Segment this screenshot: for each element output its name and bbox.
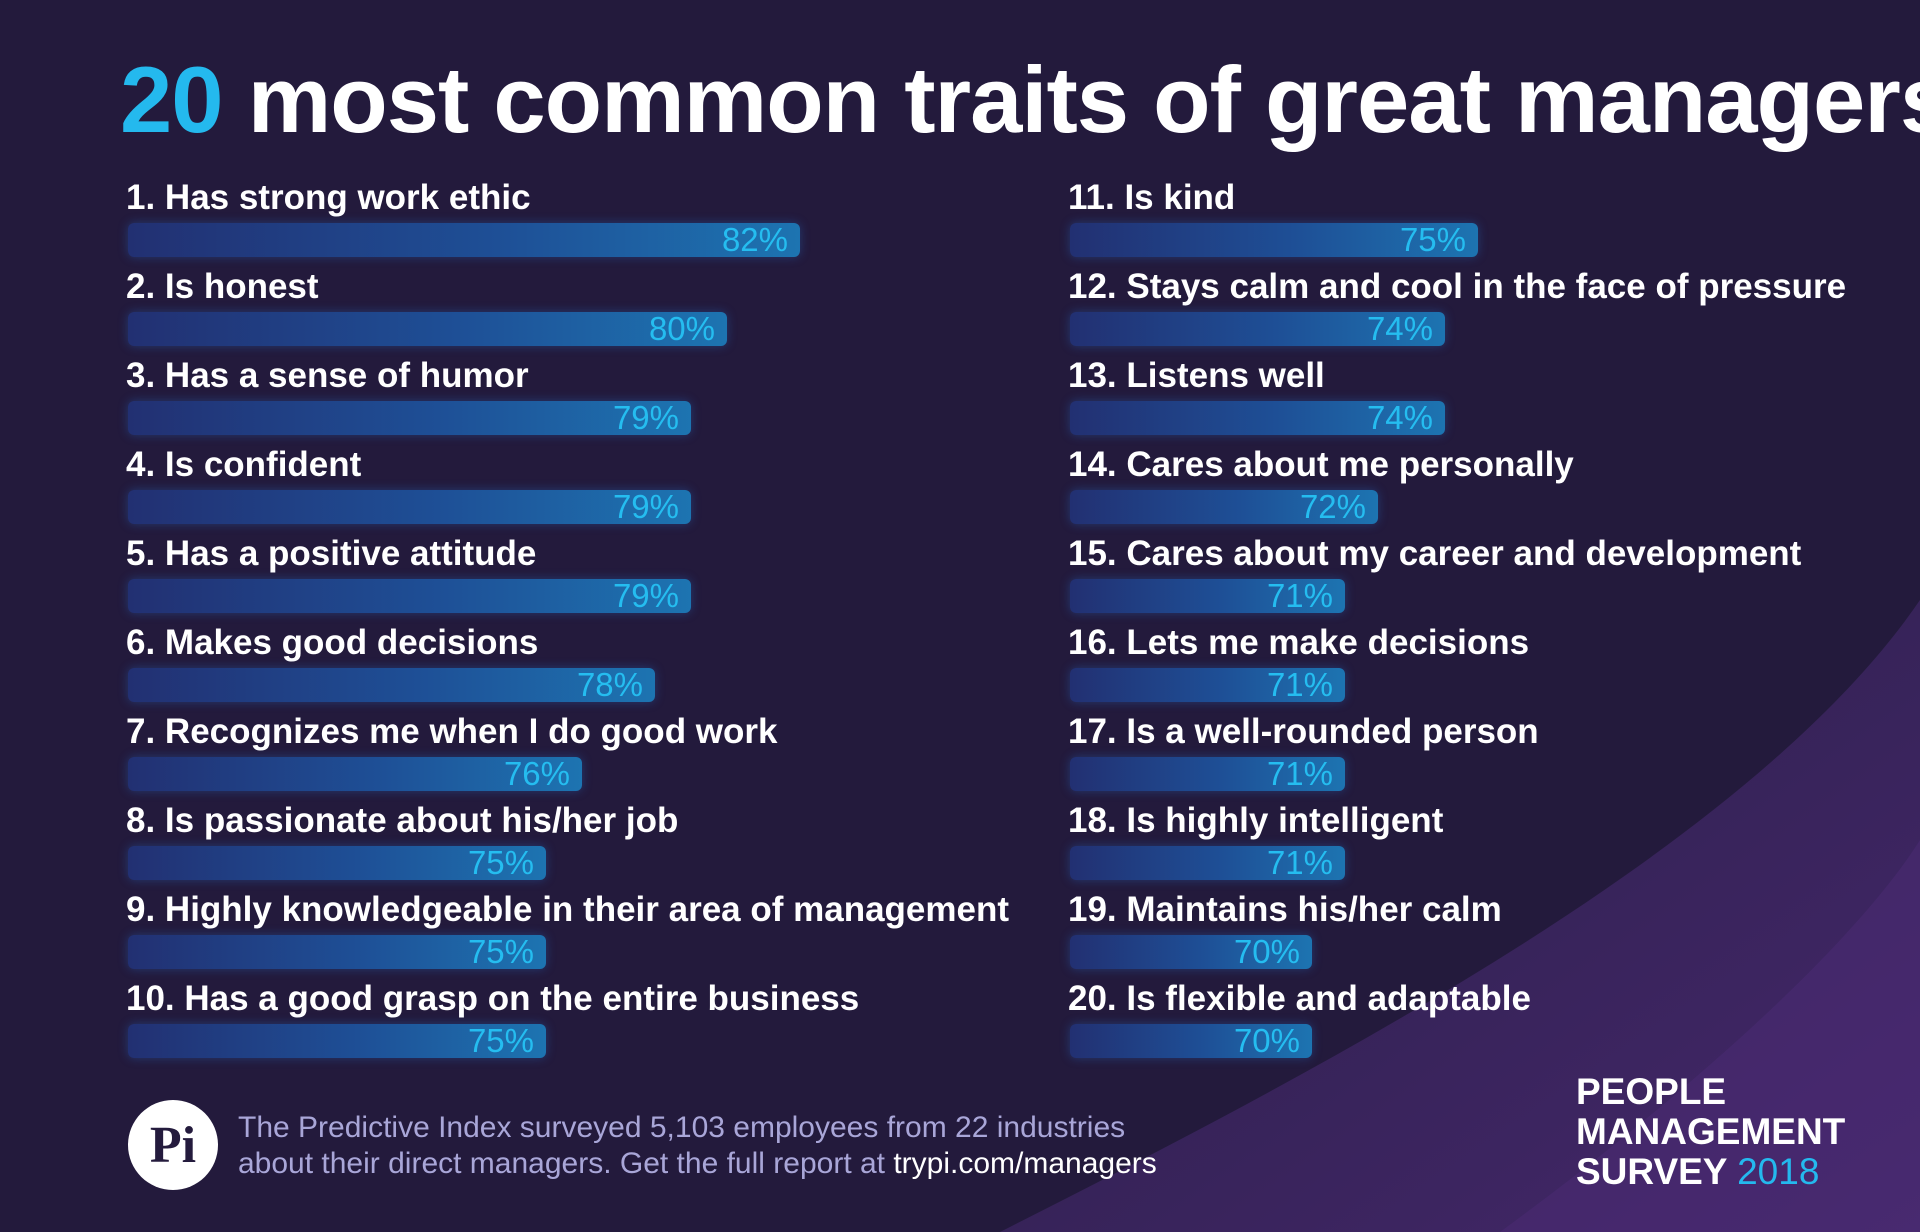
trait-value-label: 75% xyxy=(467,844,534,881)
title-text: most common traits of great managers xyxy=(247,47,1920,152)
trait-bar: 82% xyxy=(128,221,800,258)
trait-bar: 71% xyxy=(1070,577,1345,614)
trait-value-label: 78% xyxy=(576,666,643,703)
trait-bar: 75% xyxy=(1070,221,1478,258)
trait-row: 18. Is highly intelligent 71% xyxy=(1062,801,1920,891)
title-number: 20 xyxy=(120,47,224,152)
trait-label: 8. Is passionate about his/her job xyxy=(126,801,679,840)
trait-label: 12. Stays calm and cool in the face of p… xyxy=(1068,267,1847,306)
trait-label: 10. Has a good grasp on the entire busin… xyxy=(126,979,860,1018)
footer-text: The Predictive Index surveyed 5,103 empl… xyxy=(238,1110,1157,1182)
trait-bar: 70% xyxy=(1070,933,1312,970)
trait-label: 7. Recognizes me when I do good work xyxy=(126,712,778,751)
trait-row: 20. Is flexible and adaptable 70% xyxy=(1062,979,1920,1069)
trait-bar: 79% xyxy=(128,399,691,436)
trait-row: 13. Listens well 74% xyxy=(1062,356,1920,446)
trait-label: 3. Has a sense of humor xyxy=(126,356,529,395)
trait-value-label: 75% xyxy=(1399,221,1466,258)
trait-label: 13. Listens well xyxy=(1068,356,1325,395)
trait-row: 8. Is passionate about his/her job 75% xyxy=(120,801,1020,891)
trait-row: 17. Is a well-rounded person 71% xyxy=(1062,712,1920,802)
trait-row: 7. Recognizes me when I do good work 76% xyxy=(120,712,1020,802)
trait-label: 5. Has a positive attitude xyxy=(126,534,537,573)
trait-label: 4. Is confident xyxy=(126,445,362,484)
trait-label: 15. Cares about my career and developmen… xyxy=(1068,534,1802,573)
trait-value-label: 75% xyxy=(467,1022,534,1059)
trait-label: 11. Is kind xyxy=(1068,178,1236,217)
trait-value-label: 75% xyxy=(467,933,534,970)
trait-value-label: 74% xyxy=(1366,310,1433,347)
survey-year: 2018 xyxy=(1737,1151,1820,1192)
trait-value-label: 79% xyxy=(612,399,679,436)
trait-row: 16. Lets me make decisions 71% xyxy=(1062,623,1920,713)
trait-row: 10. Has a good grasp on the entire busin… xyxy=(120,979,1020,1069)
footer-line-1: The Predictive Index surveyed 5,103 empl… xyxy=(238,1111,1126,1144)
footer-line-2-text: about their direct managers. Get the ful… xyxy=(238,1147,894,1180)
survey-line-3: SURVEY 2018 xyxy=(1576,1152,1845,1192)
trait-label: 9. Highly knowledgeable in their area of… xyxy=(126,890,1009,929)
trait-row: 2. Is honest 80% xyxy=(120,267,1020,357)
trait-value-label: 74% xyxy=(1366,399,1433,436)
trait-row: 14. Cares about me personally 72% xyxy=(1062,445,1920,535)
trait-bar: 71% xyxy=(1070,844,1345,881)
report-link[interactable]: trypi.com/managers xyxy=(893,1147,1157,1180)
trait-value-label: 79% xyxy=(612,577,679,614)
trait-value-label: 71% xyxy=(1266,666,1333,703)
trait-value-label: 71% xyxy=(1266,844,1333,881)
trait-bar: 74% xyxy=(1070,310,1445,347)
trait-bar: 76% xyxy=(128,755,582,792)
survey-word: SURVEY xyxy=(1576,1151,1727,1192)
survey-line-1: PEOPLE xyxy=(1576,1071,1727,1112)
trait-value-label: 70% xyxy=(1233,933,1300,970)
trait-bar: 71% xyxy=(1070,666,1345,703)
trait-row: 19. Maintains his/her calm 70% xyxy=(1062,890,1920,980)
trait-row: 5. Has a positive attitude 79% xyxy=(120,534,1020,624)
trait-value-label: 70% xyxy=(1233,1022,1300,1059)
trait-value-label: 82% xyxy=(721,221,788,258)
trait-bar: 75% xyxy=(128,1022,546,1059)
trait-value-label: 80% xyxy=(648,310,715,347)
trait-label: 18. Is highly intelligent xyxy=(1068,801,1444,840)
trait-value-label: 71% xyxy=(1266,755,1333,792)
trait-bar: 78% xyxy=(128,666,655,703)
survey-line-2: MANAGEMENT xyxy=(1576,1111,1846,1152)
trait-bar: 75% xyxy=(128,933,546,970)
trait-bar: 74% xyxy=(1070,399,1445,436)
trait-bar: 79% xyxy=(128,577,691,614)
trait-bar: 75% xyxy=(128,844,546,881)
trait-label: 16. Lets me make decisions xyxy=(1068,623,1530,662)
trait-bar: 71% xyxy=(1070,755,1345,792)
trait-label: 6. Makes good decisions xyxy=(126,623,539,662)
trait-value-label: 76% xyxy=(503,755,570,792)
trait-bar: 80% xyxy=(128,310,727,347)
trait-row: 6. Makes good decisions 78% xyxy=(120,623,1020,713)
trait-value-label: 72% xyxy=(1299,488,1366,525)
pi-logo: Pi xyxy=(128,1100,218,1190)
trait-row: 1. Has strong work ethic 82% xyxy=(120,178,1020,268)
trait-label: 1. Has strong work ethic xyxy=(126,178,531,217)
trait-label: 2. Is honest xyxy=(126,267,319,306)
trait-row: 9. Highly knowledgeable in their area of… xyxy=(120,890,1020,980)
trait-row: 15. Cares about my career and developmen… xyxy=(1062,534,1920,624)
trait-row: 4. Is confident 79% xyxy=(120,445,1020,535)
footer-line-2: about their direct managers. Get the ful… xyxy=(238,1146,1157,1182)
trait-value-label: 79% xyxy=(612,488,679,525)
trait-row: 12. Stays calm and cool in the face of p… xyxy=(1062,267,1920,357)
trait-bar: 70% xyxy=(1070,1022,1312,1059)
trait-label: 14. Cares about me personally xyxy=(1068,445,1574,484)
page-title: 20 most common traits of great managers xyxy=(120,48,1920,151)
survey-badge: PEOPLE MANAGEMENT SURVEY 2018 xyxy=(1576,1072,1845,1192)
trait-row: 3. Has a sense of humor 79% xyxy=(120,356,1020,446)
trait-row: 11. Is kind 75% xyxy=(1062,178,1920,268)
trait-label: 17. Is a well-rounded person xyxy=(1068,712,1539,751)
trait-bar: 79% xyxy=(128,488,691,525)
trait-label: 19. Maintains his/her calm xyxy=(1068,890,1502,929)
trait-value-label: 71% xyxy=(1266,577,1333,614)
trait-bar: 72% xyxy=(1070,488,1378,525)
trait-label: 20. Is flexible and adaptable xyxy=(1068,979,1531,1018)
